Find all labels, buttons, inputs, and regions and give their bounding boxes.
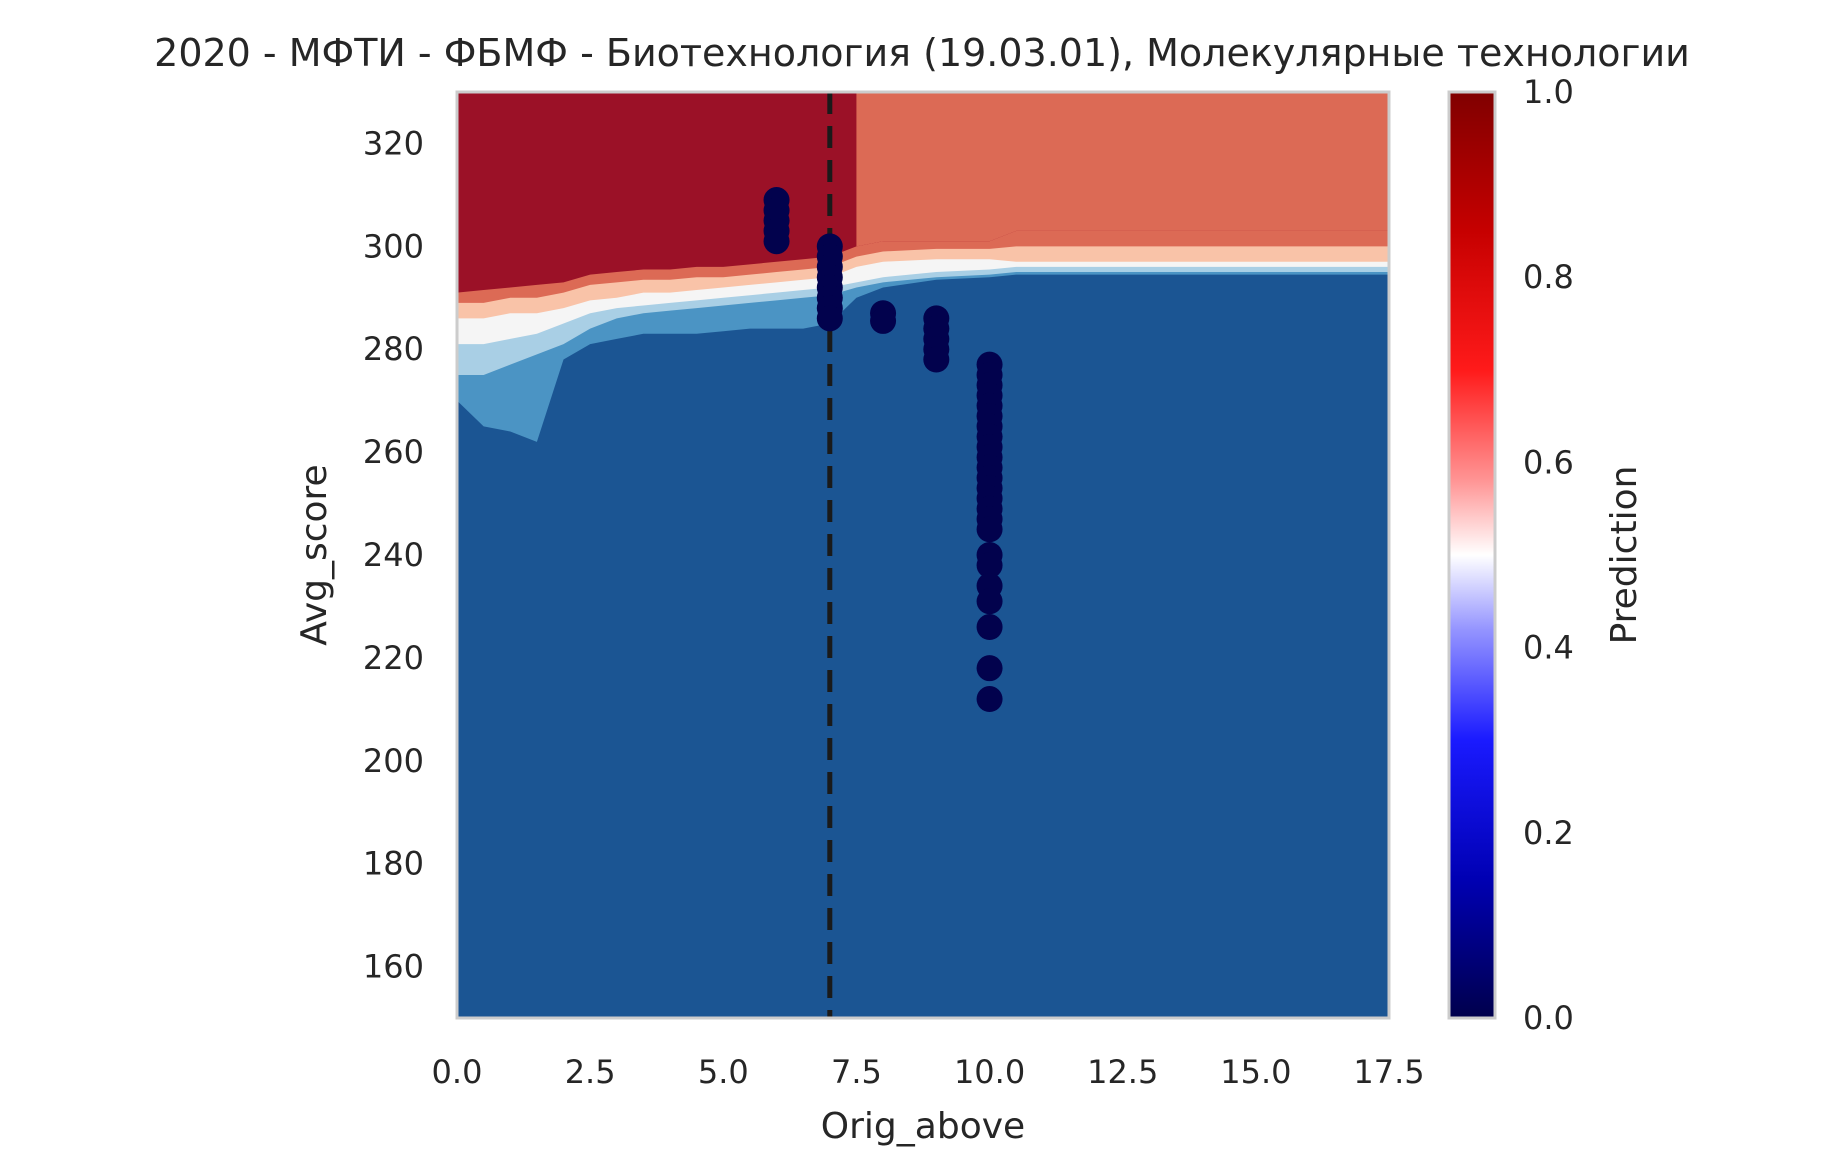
- y-tick-label: 280: [363, 330, 424, 368]
- y-tick-label: 160: [363, 948, 424, 986]
- plot-frame: [455, 90, 1391, 1020]
- data-point: [976, 516, 1003, 543]
- y-tick-label: 300: [363, 227, 424, 265]
- region-upper-right: [856, 92, 1389, 247]
- colorbar-tick-label: 1.0: [1523, 73, 1574, 111]
- x-axis-label: Orig_above: [821, 1106, 1025, 1147]
- colorbar-tick-label: 0.8: [1523, 258, 1574, 296]
- y-tick-label: 240: [363, 536, 424, 574]
- data-point: [763, 228, 790, 255]
- plot-area: [457, 92, 1389, 1018]
- x-axis-ticks: 0.0 2.5 5.0 7.5 10.0 12.5 15.0 17.5: [432, 1053, 1425, 1091]
- x-tick-label: 0.0: [432, 1053, 483, 1091]
- y-axis-label: Avg_score: [294, 464, 335, 645]
- colorbar-tick-label: 0.0: [1523, 999, 1574, 1037]
- x-tick-label: 7.5: [831, 1053, 882, 1091]
- x-tick-label: 2.5: [565, 1053, 616, 1091]
- y-tick-label: 220: [363, 639, 424, 677]
- data-point: [816, 305, 843, 332]
- data-point: [976, 552, 1003, 579]
- y-tick-label: 260: [363, 433, 424, 471]
- y-tick-label: 200: [363, 742, 424, 780]
- data-point: [976, 686, 1003, 713]
- colorbar-ticks: 0.0 0.2 0.4 0.6 0.8 1.0: [1523, 73, 1574, 1037]
- prediction-surface: [457, 92, 1389, 1018]
- colorbar-tick-label: 0.6: [1523, 443, 1574, 481]
- colorbar-tick-label: 0.4: [1523, 629, 1574, 667]
- data-point: [923, 346, 950, 373]
- x-tick-label: 17.5: [1353, 1053, 1424, 1091]
- x-tick-label: 15.0: [1220, 1053, 1291, 1091]
- x-tick-label: 10.0: [954, 1053, 1025, 1091]
- data-point: [976, 614, 1003, 641]
- colorbar-gradient: [1447, 90, 1497, 1020]
- colorbar-label: Prediction: [1604, 466, 1645, 645]
- colorbar-tick-label: 0.2: [1523, 814, 1574, 852]
- x-tick-label: 12.5: [1087, 1053, 1158, 1091]
- x-tick-label: 5.0: [698, 1053, 749, 1091]
- scatter-points: [763, 187, 1003, 713]
- data-point: [976, 588, 1003, 615]
- y-tick-label: 320: [363, 124, 424, 162]
- chart-title: 2020 - МФТИ - ФБМФ - Биотехнология (19.0…: [154, 31, 1690, 75]
- y-tick-label: 180: [363, 845, 424, 883]
- colorbar: 0.0 0.2 0.4 0.6 0.8 1.0 Prediction: [1447, 73, 1645, 1037]
- data-point: [976, 655, 1003, 682]
- y-axis-ticks: 160 180 200 220 240 260 280 300 320: [363, 124, 424, 985]
- data-point: [870, 307, 897, 334]
